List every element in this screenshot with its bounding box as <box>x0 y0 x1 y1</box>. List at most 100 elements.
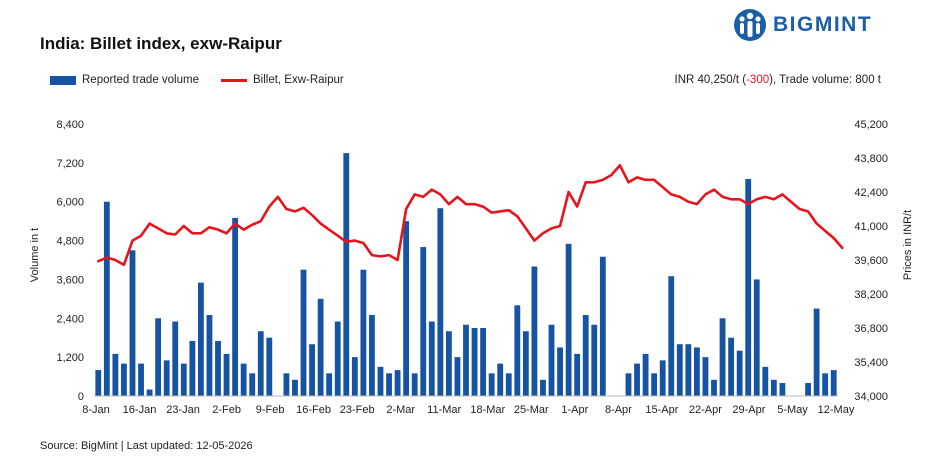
volume-bar <box>480 328 487 396</box>
volume-bar <box>711 379 717 396</box>
volume-bar <box>283 373 290 396</box>
x-tick-label: 25-Mar <box>514 404 549 416</box>
x-tick-label: 1-Apr <box>561 404 588 416</box>
chart-legend: Reported trade volume Billet, Exw-Raipur <box>50 74 366 86</box>
volume-bar <box>574 353 581 396</box>
volume-bar <box>197 282 204 396</box>
y-right-tick-label: 43,800 <box>854 153 888 165</box>
volume-bar <box>138 363 144 396</box>
volume-bar <box>411 373 418 396</box>
volume-bar <box>531 266 538 396</box>
y-axis-right-label: Prices in INR/t <box>902 210 914 280</box>
legend-swatch-volume <box>50 75 76 85</box>
y-left-tick-label: 8,400 <box>56 119 84 131</box>
volume-bar <box>540 379 546 396</box>
volume-bar <box>420 247 427 396</box>
volume-bar <box>522 331 529 396</box>
volume-bar <box>172 321 179 396</box>
volume-bar <box>702 357 709 396</box>
volume-bar <box>146 389 153 396</box>
x-tick-label: 29-Apr <box>732 404 765 416</box>
volume-bar <box>582 315 589 396</box>
y-right-tick-label: 45,200 <box>854 119 888 131</box>
volume-bar <box>103 201 110 396</box>
volume-bar <box>309 344 315 396</box>
summary-change: -300 <box>746 74 770 86</box>
volume-bar <box>497 363 504 396</box>
y-left-tick-label: 2,400 <box>56 313 84 325</box>
volume-bar <box>830 370 837 396</box>
x-tick-label: 8-Apr <box>605 404 632 416</box>
volume-bar <box>351 357 358 396</box>
volume-bar <box>463 324 469 396</box>
volume-bar <box>693 347 700 396</box>
legend-label-volume: Reported trade volume <box>82 74 199 86</box>
y-right-tick-label: 42,400 <box>854 187 888 199</box>
x-tick-label: 23-Feb <box>340 404 375 416</box>
legend-label-price: Billet, Exw-Raipur <box>252 74 344 86</box>
volume-bar <box>292 379 298 396</box>
volume-bar <box>377 366 384 396</box>
volume-bar <box>206 315 213 396</box>
y-right-tick-label: 36,800 <box>854 323 888 335</box>
volume-bar <box>334 321 341 396</box>
y-right-tick-label: 34,000 <box>854 391 888 403</box>
volume-bar <box>343 153 350 396</box>
chart-title: India: Billet index, exw-Raipur <box>40 34 282 53</box>
bigmint-logo-icon <box>734 9 766 41</box>
volume-bar <box>317 298 324 396</box>
volume-bar <box>514 305 521 396</box>
volume-bar <box>95 370 102 396</box>
x-tick-label: 8-Jan <box>82 404 110 416</box>
x-axis-ticks: 8-Jan 16-Jan 23-Jan 2-Feb 9-Feb 16-Feb 23-Feb 2… <box>82 404 855 416</box>
y-left-tick-label: 0 <box>78 391 84 403</box>
x-tick-label: 11-Mar <box>427 404 461 416</box>
y-axis-left-label: Volume in t <box>29 228 41 282</box>
x-tick-label: 12-May <box>818 404 855 416</box>
legend-item-volume: Reported trade volume <box>50 74 199 86</box>
price-summary: INR 40,250/t (-300), Trade volume: 800 t <box>675 74 882 86</box>
volume-bar <box>155 318 162 396</box>
volume-bar <box>266 337 273 396</box>
volume-bar <box>369 315 375 396</box>
y-left-tick-label: 3,600 <box>56 274 84 286</box>
x-tick-label: 16-Feb <box>296 404 331 416</box>
x-tick-label: 2-Feb <box>212 404 241 416</box>
summary-suffix: ), Trade volume: 800 t <box>769 74 881 86</box>
volume-bar <box>813 308 820 396</box>
volume-bar <box>428 321 435 396</box>
volume-bar <box>634 363 640 396</box>
price-line <box>96 163 844 267</box>
volume-bar <box>770 379 777 396</box>
volume-bar <box>454 357 461 396</box>
volume-bar <box>257 331 264 396</box>
volume-bar <box>745 179 752 396</box>
volume-bar <box>625 373 632 396</box>
volume-bar <box>668 276 675 396</box>
volume-bar <box>659 360 666 396</box>
y-right-tick-label: 41,000 <box>854 221 888 233</box>
volume-bar <box>471 328 478 396</box>
x-tick-label: 2-Mar <box>386 404 415 416</box>
bigmint-logo: BIGMINT <box>733 8 872 42</box>
volume-bar <box>676 344 683 396</box>
brand-name: BIGMINT <box>773 13 873 36</box>
volume-bar <box>753 279 760 396</box>
x-tick-label: 23-Jan <box>166 404 200 416</box>
volume-bar <box>805 383 811 396</box>
y-left-tick-label: 4,800 <box>56 236 84 248</box>
y-axis-left-ticks: 0 1,200 2,400 3,600 4,800 6,000 7,200 8,400 <box>56 119 84 403</box>
volume-bar <box>240 363 247 396</box>
y-left-tick-label: 1,200 <box>56 352 84 364</box>
x-tick-label: 16-Jan <box>123 404 157 416</box>
legend-swatch-price <box>220 78 247 82</box>
volume-bar <box>719 318 726 396</box>
y-right-tick-label: 35,400 <box>854 357 888 369</box>
legend-item-price: Billet, Exw-Raipur <box>220 74 344 86</box>
volume-bar <box>651 373 658 396</box>
volume-bar <box>779 383 786 396</box>
x-tick-label: 22-Apr <box>689 404 722 416</box>
volume-bar <box>728 337 735 396</box>
x-tick-label: 9-Feb <box>256 404 285 416</box>
